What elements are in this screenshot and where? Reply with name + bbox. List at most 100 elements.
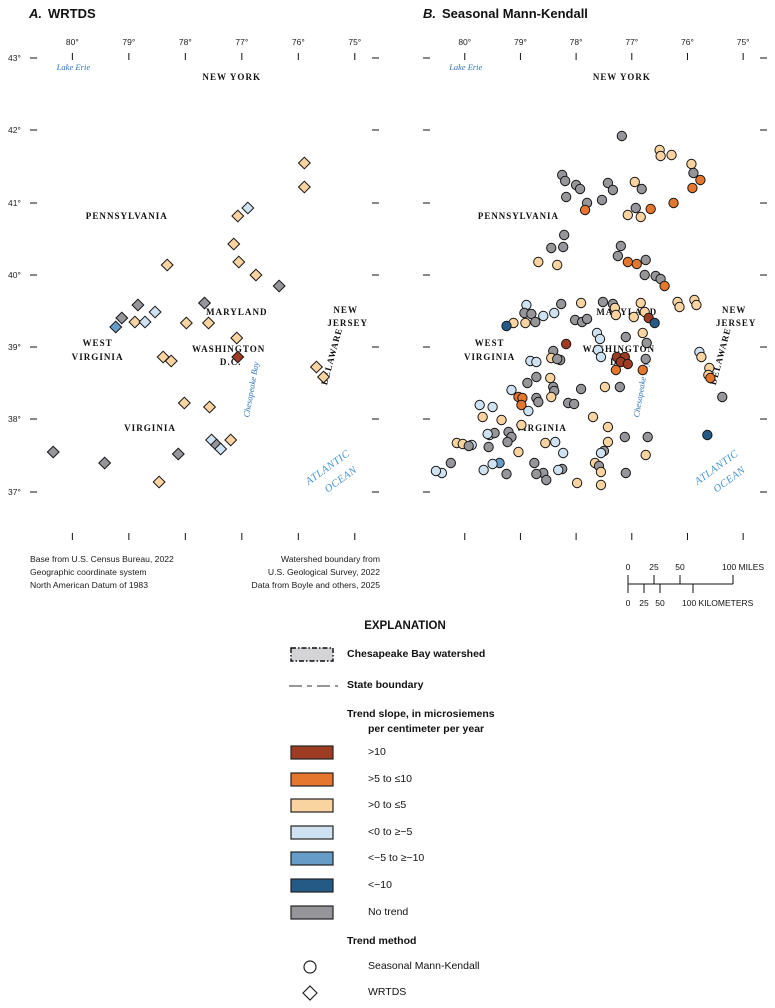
trend-site-circle [552,353,563,365]
color-swatch [290,745,334,760]
trend-site-circle [556,298,567,310]
scale-km-label: 25 [639,598,649,608]
trend-site-circle [595,351,607,363]
trend-site-circle [641,337,652,349]
trend-site-circle [546,391,557,403]
trend-site-circle [487,458,498,470]
trend-site-circle [552,259,563,271]
map-label: JERSEY [716,318,756,328]
map-label: WASHINGTON [192,344,265,354]
trend-site-diamond [272,279,286,293]
map-label: NEW YORK [593,72,651,82]
trend-site-diamond [128,315,142,329]
trend-site-circle [597,296,609,308]
trend-site-circle [581,313,593,325]
map-label: Chesapeake Bay [241,361,261,418]
state-boundary-swatch [289,685,338,687]
trend-site-circle [538,310,549,322]
scale-miles-label: 25 [649,562,659,572]
legend-class-g: No trend [288,904,548,926]
map-label: Lake Erie [56,62,91,72]
scale-miles-label: 50 [675,562,685,572]
scale-km-label: 50 [655,598,665,608]
map-label: D.C. [220,357,242,367]
graticule-ticks [30,53,379,540]
trend-markers [430,130,728,491]
trend-site-circle [513,446,524,458]
trend-site-diamond [152,475,166,489]
trend-site-diamond [46,445,60,459]
legend-class-label: >10 [368,746,386,758]
trend-site-diamond [98,456,112,470]
trend-site-circle [620,331,631,343]
legend-watershed: Chesapeake Bay watershed [288,646,548,668]
trend-site-diamond [131,298,145,312]
trend-markers [46,156,331,489]
trend-slope-title-line1: Trend slope, in microsiemens [347,708,495,720]
trend-site-circle [531,371,542,383]
trend-site-circle [637,364,648,376]
trend-site-circle [686,158,697,170]
trend-site-circle [635,297,646,309]
trend-site-circle [631,258,642,270]
trend-site-circle [529,457,540,469]
map-labels: Lake Erie NEW YORK PENNSYLVANIA MARYLAND NEW… [56,62,368,495]
trend-site-circle [560,175,571,187]
longitude-label: 79° [513,37,527,47]
explanation-title: EXPLANATION [364,620,446,632]
trend-site-circle [487,401,498,413]
trend-site-circle [595,479,607,491]
legend-class-label: <−10 [368,879,392,891]
trend-site-circle [575,297,587,309]
trend-site-circle [602,436,614,448]
trend-site-circle [622,358,633,370]
trend-site-circle [568,398,580,410]
trend-site-circle [602,177,614,189]
trend-site-circle [639,269,650,281]
trend-site-circle [691,299,702,311]
trend-site-diamond [309,360,324,374]
trend-site-circle [516,419,527,431]
legend-class-p: >0 to ≤5 [288,797,548,819]
longitude-label: 78° [178,37,192,47]
trend-site-circle [553,464,564,476]
longitude-label: 75° [736,37,750,47]
trend-site-circle [622,256,633,268]
panel-a-title: WRTDS [48,6,96,21]
legend-class-mb: <−5 to ≥−10 [288,850,548,872]
trend-site-circle [717,391,728,403]
map-label: WEST [82,338,112,348]
trend-site-diamond [316,370,331,384]
trend-site-circle [478,464,489,476]
trend-site-circle [645,203,656,215]
trend-site-circle [549,307,560,319]
color-swatch [290,904,334,920]
trend-site-circle [571,477,583,489]
trend-site-circle [506,384,517,396]
trend-method-title: Trend method [347,935,417,947]
trend-site-circle [483,441,494,453]
scale-bar: 0 25 50 100 MILES 0 25 50 100 KILOMETERS [626,562,765,608]
longitude-label: 76° [681,37,694,47]
trend-site-circle [640,254,651,266]
longitude-label: 80° [65,37,79,47]
map-label: NEW YORK [202,72,261,82]
trend-site-circle [599,381,611,393]
legend-class-r: >10 [288,744,548,766]
trend-site-diamond [179,316,193,330]
watershed-swatch [290,647,334,662]
latitude-label: 39° [8,342,21,352]
trend-site-circle [629,176,640,188]
legend-watershed-label: Chesapeake Bay watershed [347,648,486,660]
trend-site-circle [533,396,544,408]
legend-state-boundary: State boundary [288,677,548,699]
trend-site-circle [579,204,591,216]
map-label: WEST [475,338,505,348]
trend-site-circle [695,174,706,186]
trend-site-circle [533,256,544,268]
trend-site-circle [445,457,457,469]
map-label: VIRGINIA [72,352,124,362]
legend-state-boundary-label: State boundary [347,679,424,691]
trend-site-circle [477,411,488,423]
trend-site-circle [482,428,493,440]
